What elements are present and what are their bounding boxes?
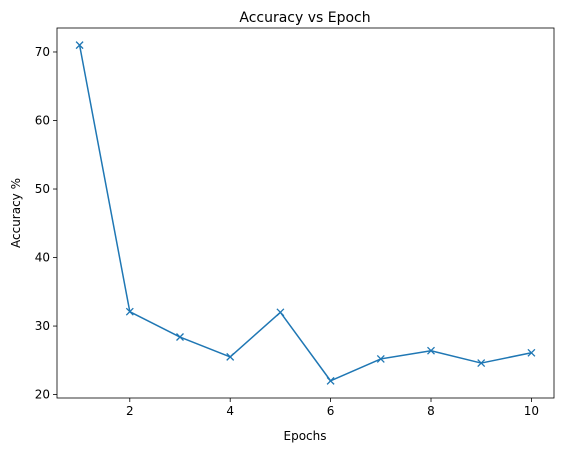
data-point-marker [427,346,435,355]
x-axis-title: Epochs [284,429,327,443]
plot-area: 2 4 6 8 10 20 30 40 50 60 70 [35,27,555,418]
series-line [78,44,532,382]
data-point-marker [75,41,84,50]
data-point-marker [326,376,335,385]
x-tick-label: 2 [126,404,134,418]
data-point-marker [125,307,134,316]
data-point-marker [176,333,184,341]
series-layer [75,41,536,385]
y-axis: 20 30 40 50 60 70 [35,45,57,402]
data-point-marker [276,308,285,317]
data-point-marker [376,354,385,363]
data-point-marker [527,348,536,357]
x-tick-label: 4 [226,404,234,418]
y-tick-label: 50 [35,182,50,196]
data-point-marker [477,359,486,368]
y-tick-label: 60 [35,114,50,128]
chart-title: Accuracy vs Epoch [239,10,370,26]
x-axis: 2 4 6 8 10 [126,398,539,418]
x-tick-label: 6 [327,404,335,418]
x-tick-label: 8 [427,404,435,418]
y-tick-label: 20 [35,388,50,402]
y-tick-label: 30 [35,319,50,333]
axes-frame [56,27,555,399]
y-tick-label: 40 [35,251,50,265]
y-axis-title: Accuracy % [9,178,23,248]
y-tick-label: 70 [35,45,50,59]
x-tick-label: 10 [524,404,539,418]
data-point-marker [226,352,235,361]
